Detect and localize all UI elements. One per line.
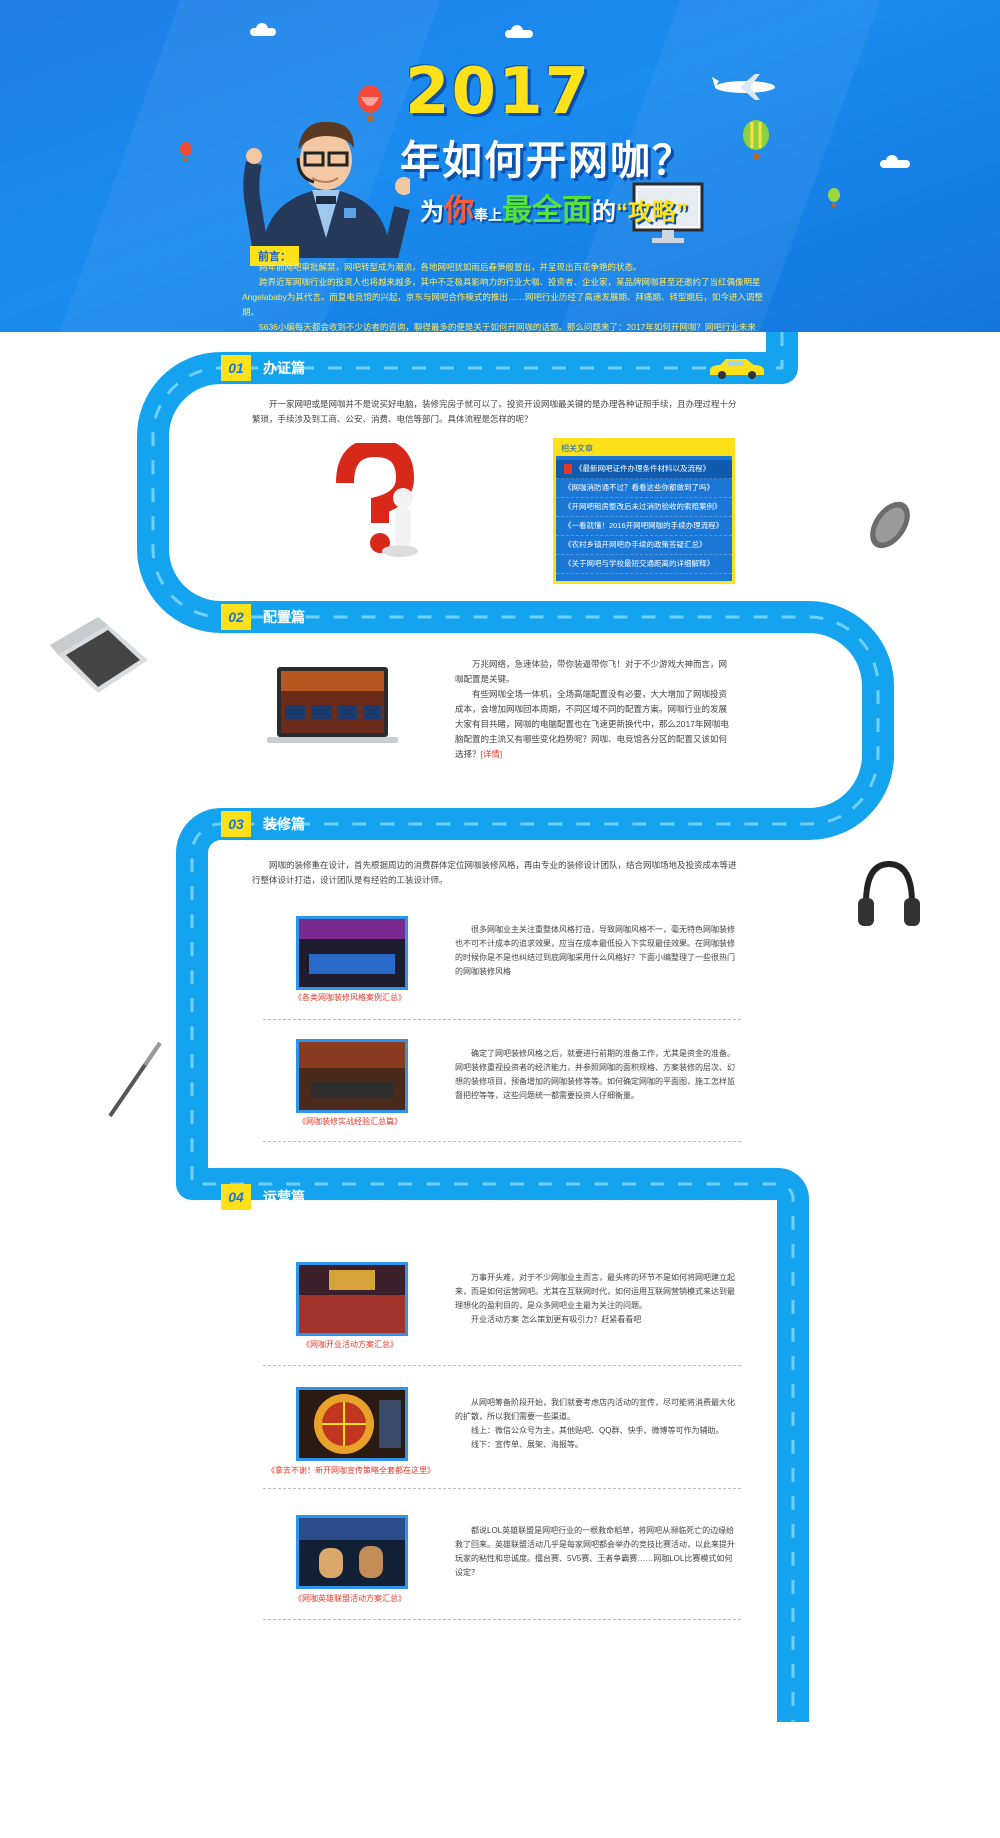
- question-mark-figure: [336, 443, 418, 557]
- thumbnail-caption-link[interactable]: 《网咖装修实战经验汇总篇》: [298, 1117, 402, 1126]
- section-paragraph: 线下：宣传单、展架、海报等。: [471, 1440, 583, 1449]
- related-article-link[interactable]: 《开网吧租房整改后未过消防验收的索赔案例》: [556, 498, 732, 517]
- intro-paragraph: 5636小编每天都会收到不少访者的咨询，聊得最多的便是关于如何开网咖的话题。那么…: [259, 322, 756, 332]
- related-article-link[interactable]: 《一看就懂！2016开网吧网咖的手续办理流程》: [556, 517, 732, 536]
- section-label-03[interactable]: 03 装修篇: [221, 811, 305, 837]
- section-paragraph: 开业活动方案 怎么策划更有吸引力？赶紧看看吧: [471, 1315, 642, 1324]
- promotion-strategy-thumbnail[interactable]: [296, 1387, 408, 1461]
- intro-text: 两年前网吧审批解禁，网吧转型成为潮流，各地网吧犹如雨后春笋般冒出，并呈现出百花争…: [242, 260, 764, 332]
- related-articles-heading: 相关文章: [556, 441, 732, 456]
- dashed-divider: [263, 1619, 741, 1620]
- thumbnail-caption-link[interactable]: 《各类网咖装修风格案例汇总》: [294, 993, 406, 1002]
- subtitle-part: 的: [592, 199, 616, 226]
- opening-activity-text: 万事开头难，对于不少网咖业主而言，最头疼的环节不是如何将网吧建立起来，而是如何运…: [455, 1271, 735, 1327]
- section-number: 01: [221, 355, 251, 381]
- hot-air-balloon-icon: [828, 188, 840, 207]
- related-article-title: 《开网吧租房整改后未过消防验收的索赔案例》: [564, 502, 722, 511]
- section-paragraph: 很多网咖业主关注重整体风格打造，导致网咖风格不一，毫无特色网咖装修也不可不计成本…: [455, 925, 735, 976]
- related-article-title: 《最新网吧证件办理条件材料以及流程》: [575, 464, 710, 473]
- related-article-title: 《关于网吧与学校最短交通距离的详细解释》: [564, 559, 714, 568]
- hot-air-balloon-icon: [180, 142, 192, 162]
- thumbnail-caption-link[interactable]: 《拿去不谢！新开网咖宣传策略全套都在这里》: [267, 1466, 435, 1475]
- related-article-title: 《一看就懂！2016开网吧网咖的手续办理流程》: [564, 521, 724, 530]
- dashed-divider: [263, 1019, 741, 1020]
- related-article-link[interactable]: 《关于网吧与学校最短交通距离的详细解释》: [556, 555, 732, 574]
- dashed-divider: [263, 1365, 741, 1366]
- hot-air-balloon-icon: [743, 120, 769, 160]
- decoration-experience-text: 确定了网吧装修风格之后，就要进行前期的准备工作，尤其是资金的准备。网吧装修重视投…: [455, 1047, 735, 1103]
- section-title: 装修篇: [263, 816, 305, 832]
- related-article-link[interactable]: 《网咖消防通不过？看看这些你都做到了吗》: [556, 479, 732, 498]
- subtitle-part: 奉上: [474, 207, 502, 223]
- section-paragraph: 线上：微信公众号为主，其他贴吧、QQ群、快手、微博等可作为辅助。: [471, 1426, 724, 1435]
- hot-ribbon-icon: [564, 464, 572, 475]
- section-label-02[interactable]: 02 配置篇: [221, 604, 305, 630]
- decoration-style-thumbnail[interactable]: [296, 916, 408, 990]
- headline-year: 2017: [405, 55, 592, 129]
- related-article-title: 《网咖消防通不过？看看这些你都做到了吗》: [564, 483, 714, 492]
- cloud-icon: [505, 25, 533, 38]
- section-paragraph: 都说LOL英雄联盟是网吧行业的一根救命稻草，将网吧从濒临死亡的边缘给救了回来。英…: [455, 1526, 735, 1577]
- subtitle-part: 为: [420, 199, 444, 226]
- section-intro-text: 开一家网吧或是网咖并不是说买好电脑，装修完房子就可以了。投资开设网咖最关键的是办…: [252, 399, 737, 424]
- intro-paragraph: 跨界近军网咖行业的投资人也将越来越多，其中不乏极具影响力的行业大咖、投资者、企业…: [242, 277, 763, 317]
- dashed-divider: [263, 1488, 741, 1489]
- decoration-experience-thumbnail[interactable]: [296, 1039, 408, 1113]
- section-title: 运营篇: [263, 1189, 305, 1205]
- section-label-04[interactable]: 04 运营篇: [221, 1184, 305, 1210]
- prize-wheel-image: [314, 1394, 401, 1454]
- computer-mouse-icon: [870, 501, 910, 549]
- related-articles-list: 《最新网吧证件办理条件材料以及流程》 《网咖消防通不过？看看这些你都做到了吗》 …: [556, 456, 732, 574]
- laptop-netcafe-image: [267, 667, 398, 743]
- thumbnail-caption-link[interactable]: 《网咖开业活动方案汇总》: [302, 1340, 398, 1349]
- subtitle-strategy: “攻略”: [616, 199, 688, 226]
- related-articles-box: 相关文章 《最新网吧证件办理条件材料以及流程》 《网咖消防通不过？看看这些你都做…: [553, 438, 735, 584]
- dashed-divider: [263, 1141, 741, 1142]
- subtitle-you: 你: [444, 194, 474, 227]
- section-paragraph: 万兆网络，急速体验，带你装逼带你飞！对于不少游戏大神而言，网咖配置是关键。: [455, 659, 728, 684]
- section-title: 办证篇: [263, 360, 305, 376]
- pen-icon: [108, 1041, 162, 1118]
- section-intro-text: 网咖的装修重在设计，首先根据周边的消费群体定位网咖装修风格，再由专业的装修设计团…: [252, 860, 737, 885]
- hot-air-balloon-icon: [358, 85, 382, 122]
- header-banner: 2017 年如何开网咖？ 为你奉上最全面的“攻略” 前言： 两年前网吧审批解禁，…: [0, 0, 1000, 332]
- intro-paragraph: 两年前网吧审批解禁，网吧转型成为潮流，各地网吧犹如雨后春笋般冒出，并呈现出百花争…: [259, 262, 642, 272]
- headphones-icon: [858, 860, 920, 926]
- opening-activity-thumbnail[interactable]: [296, 1262, 408, 1336]
- car-icon: [710, 359, 764, 379]
- thumbnail-caption-link[interactable]: 《网咖英雄联盟活动方案汇总》: [294, 1594, 406, 1603]
- subtitle-highlight: 最全面: [502, 194, 592, 227]
- monitor-icon: [632, 182, 704, 243]
- section-number: 04: [221, 1184, 251, 1210]
- section-paragraph: 从网吧筹备阶段开始，我们就要考虑店内活动的宣传，尽可能将消费最大化的扩散，所以我…: [455, 1398, 735, 1421]
- related-article-link[interactable]: 《最新网吧证件办理条件材料以及流程》: [556, 460, 732, 479]
- section-title: 配置篇: [263, 609, 305, 625]
- section-number: 03: [221, 811, 251, 837]
- section-paragraph: 万事开头难，对于不少网咖业主而言，最头疼的环节不是如何将网吧建立起来，而是如何运…: [455, 1273, 735, 1310]
- customer-service-character: [243, 121, 410, 258]
- headline-title: 年如何开网咖？: [400, 139, 694, 183]
- related-article-title: 《农村乡镇开网吧办手续的政策答疑汇总》: [564, 540, 707, 549]
- airplane-icon: [712, 74, 775, 100]
- section-number: 02: [221, 604, 251, 630]
- section-paragraph: 有些网咖全场一体机，全场高端配置没有必要，大大增加了网咖投资成本，会增加网咖回本…: [455, 689, 729, 759]
- promotion-strategy-text: 从网吧筹备阶段开始，我们就要考虑店内活动的宣传，尽可能将消费最大化的扩散，所以我…: [455, 1396, 735, 1452]
- lol-activity-thumbnail[interactable]: [296, 1515, 408, 1589]
- intro-label: 前言：: [250, 246, 299, 266]
- details-link[interactable]: [详情]: [480, 749, 503, 759]
- section-01-intro: 开一家网吧或是网咖并不是说买好电脑，装修完房子就可以了。投资开设网咖最关键的是办…: [252, 397, 738, 427]
- lol-activity-text: 都说LOL英雄联盟是网吧行业的一根救命稻草，将网吧从濒临死亡的边缘给救了回来。英…: [455, 1524, 735, 1580]
- section-03-intro: 网咖的装修重在设计，首先根据周边的消费群体定位网咖装修风格，再由专业的装修设计团…: [252, 858, 738, 888]
- related-article-link[interactable]: 《农村乡镇开网吧办手续的政策答疑汇总》: [556, 536, 732, 555]
- cloud-icon: [880, 155, 910, 168]
- section-label-01[interactable]: 01 办证篇: [221, 355, 305, 381]
- cloud-icon: [250, 23, 276, 36]
- decoration-style-text: 很多网咖业主关注重整体风格打造，导致网咖风格不一，毫无特色网咖装修也不可不计成本…: [455, 923, 735, 979]
- section-paragraph: 确定了网吧装修风格之后，就要进行前期的准备工作，尤其是资金的准备。网吧装修重视投…: [455, 1049, 735, 1100]
- section-02-text: 万兆网络，急速体验，带你装逼带你飞！对于不少游戏大神而言，网咖配置是关键。 有些…: [455, 657, 735, 762]
- laptop-icon: [50, 617, 148, 693]
- headline-subtitle: 为你奉上最全面的“攻略”: [420, 185, 688, 229]
